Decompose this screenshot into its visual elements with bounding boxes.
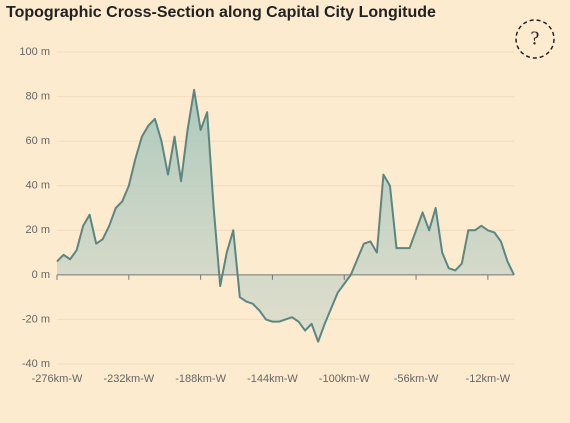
x-tick-label: -232km-W	[103, 373, 154, 385]
y-tick-label: -20 m	[22, 313, 50, 325]
help-button[interactable]: ?	[515, 19, 555, 59]
x-tick-label: -188km-W	[175, 373, 226, 385]
x-tick-label: -144km-W	[247, 373, 298, 385]
y-tick-label: 60 m	[26, 135, 50, 147]
help-circle[interactable]	[515, 19, 555, 59]
y-tick-label: -40 m	[22, 358, 50, 370]
x-tick-label: -12km-W	[466, 373, 511, 385]
y-tick-label: 100 m	[19, 46, 50, 58]
y-tick-label: 80 m	[26, 90, 50, 102]
y-tick-label: 40 m	[26, 180, 50, 192]
chart-title: Topographic Cross-Section along Capital …	[6, 4, 436, 21]
x-tick-label: -276km-W	[32, 373, 83, 385]
x-tick-label: -100km-W	[319, 373, 370, 385]
area-line	[56, 88, 515, 343]
y-tick-label: 20 m	[26, 224, 50, 236]
x-tick-label: -56km-W	[394, 373, 439, 385]
help-label[interactable]: ?	[531, 28, 540, 50]
y-tick-label: 0 m	[32, 269, 50, 281]
area-fill	[57, 89, 514, 342]
